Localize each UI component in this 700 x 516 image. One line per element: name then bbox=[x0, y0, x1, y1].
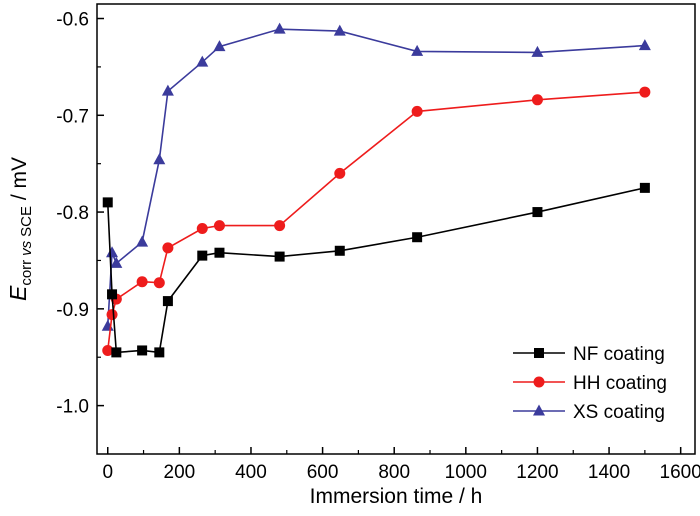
data-point bbox=[274, 220, 286, 232]
legend: NF coating HH coating XS coating bbox=[513, 344, 667, 423]
y-tick-label: -0.7 bbox=[56, 106, 89, 127]
legend-marker bbox=[534, 348, 544, 358]
data-point bbox=[102, 197, 113, 208]
data-point bbox=[334, 245, 345, 256]
data-point bbox=[639, 86, 651, 98]
x-tick-label: 0 bbox=[102, 462, 113, 483]
x-tick-label: 1400 bbox=[588, 462, 630, 483]
legend-label: XS coating bbox=[573, 402, 665, 423]
data-point bbox=[273, 22, 286, 34]
data-point bbox=[214, 247, 225, 258]
data-point bbox=[162, 242, 174, 254]
y-axis-subscript-ref: SCE bbox=[18, 206, 35, 237]
data-point bbox=[136, 276, 148, 288]
data-point bbox=[333, 24, 346, 36]
legend-marker bbox=[533, 376, 545, 388]
data-point bbox=[196, 223, 208, 235]
plot-frame bbox=[96, 3, 696, 455]
data-point bbox=[111, 347, 122, 358]
data-point bbox=[213, 40, 226, 52]
y-axis-title: Ecorr vs SCE / mV bbox=[5, 157, 35, 301]
data-point bbox=[153, 153, 166, 165]
x-tick-label: 1200 bbox=[516, 462, 558, 483]
series-xs-coating bbox=[101, 22, 651, 331]
axis-ticks: 0 200 400 600 800 1000 1200 1400 1600 -0.6 -0.7 -0.… bbox=[56, 10, 700, 483]
legend-entry: XS coating bbox=[513, 402, 665, 423]
data-point bbox=[106, 309, 118, 321]
y-tick-label: -0.8 bbox=[56, 203, 89, 224]
legend-entry: HH coating bbox=[513, 373, 667, 394]
series-nf-coating bbox=[102, 182, 650, 358]
x-tick-label: 400 bbox=[235, 462, 267, 483]
data-point bbox=[102, 344, 114, 356]
data-point bbox=[532, 207, 543, 218]
legend-label: HH coating bbox=[573, 373, 667, 394]
data-point bbox=[137, 345, 148, 356]
data-point bbox=[531, 45, 544, 57]
y-axis-subscript-main: corr bbox=[18, 260, 35, 286]
data-point bbox=[639, 182, 650, 193]
legend-marker bbox=[533, 404, 545, 416]
y-axis-subscript-vs: vs bbox=[18, 240, 35, 256]
x-tick-label: 1600 bbox=[660, 462, 700, 483]
data-point bbox=[334, 167, 346, 179]
data-point bbox=[136, 235, 149, 247]
data-point bbox=[411, 44, 424, 56]
x-tick-label: 600 bbox=[307, 462, 339, 483]
y-tick-label: -0.6 bbox=[56, 10, 89, 31]
series-hh-coating bbox=[102, 86, 651, 356]
legend-entry: NF coating bbox=[513, 344, 665, 365]
data-point bbox=[110, 256, 123, 268]
data-point bbox=[638, 39, 651, 51]
x-tick-label: 200 bbox=[164, 462, 196, 483]
data-point bbox=[106, 246, 119, 258]
data-point bbox=[197, 250, 208, 261]
y-tick-label: -1.0 bbox=[56, 397, 89, 418]
series-layer bbox=[101, 22, 651, 358]
x-tick-label: 1000 bbox=[445, 462, 487, 483]
legend-label: NF coating bbox=[573, 344, 665, 365]
data-point bbox=[412, 232, 423, 243]
data-point bbox=[154, 347, 165, 358]
data-point bbox=[531, 94, 543, 106]
data-point bbox=[161, 84, 174, 96]
data-point bbox=[411, 105, 423, 117]
series-line bbox=[106, 28, 645, 327]
y-axis-symbol: E bbox=[5, 285, 31, 301]
data-point bbox=[162, 296, 173, 307]
x-axis-title: Immersion time / h bbox=[310, 485, 483, 508]
y-tick-label: -0.9 bbox=[56, 300, 89, 321]
series-line bbox=[106, 91, 645, 351]
data-point bbox=[107, 289, 118, 300]
series-line bbox=[106, 187, 646, 354]
data-point bbox=[196, 55, 209, 67]
x-tick-label: 800 bbox=[378, 462, 410, 483]
data-point bbox=[213, 220, 225, 232]
data-point bbox=[153, 277, 165, 289]
data-point bbox=[274, 251, 285, 262]
y-axis-unit: / mV bbox=[8, 157, 31, 206]
